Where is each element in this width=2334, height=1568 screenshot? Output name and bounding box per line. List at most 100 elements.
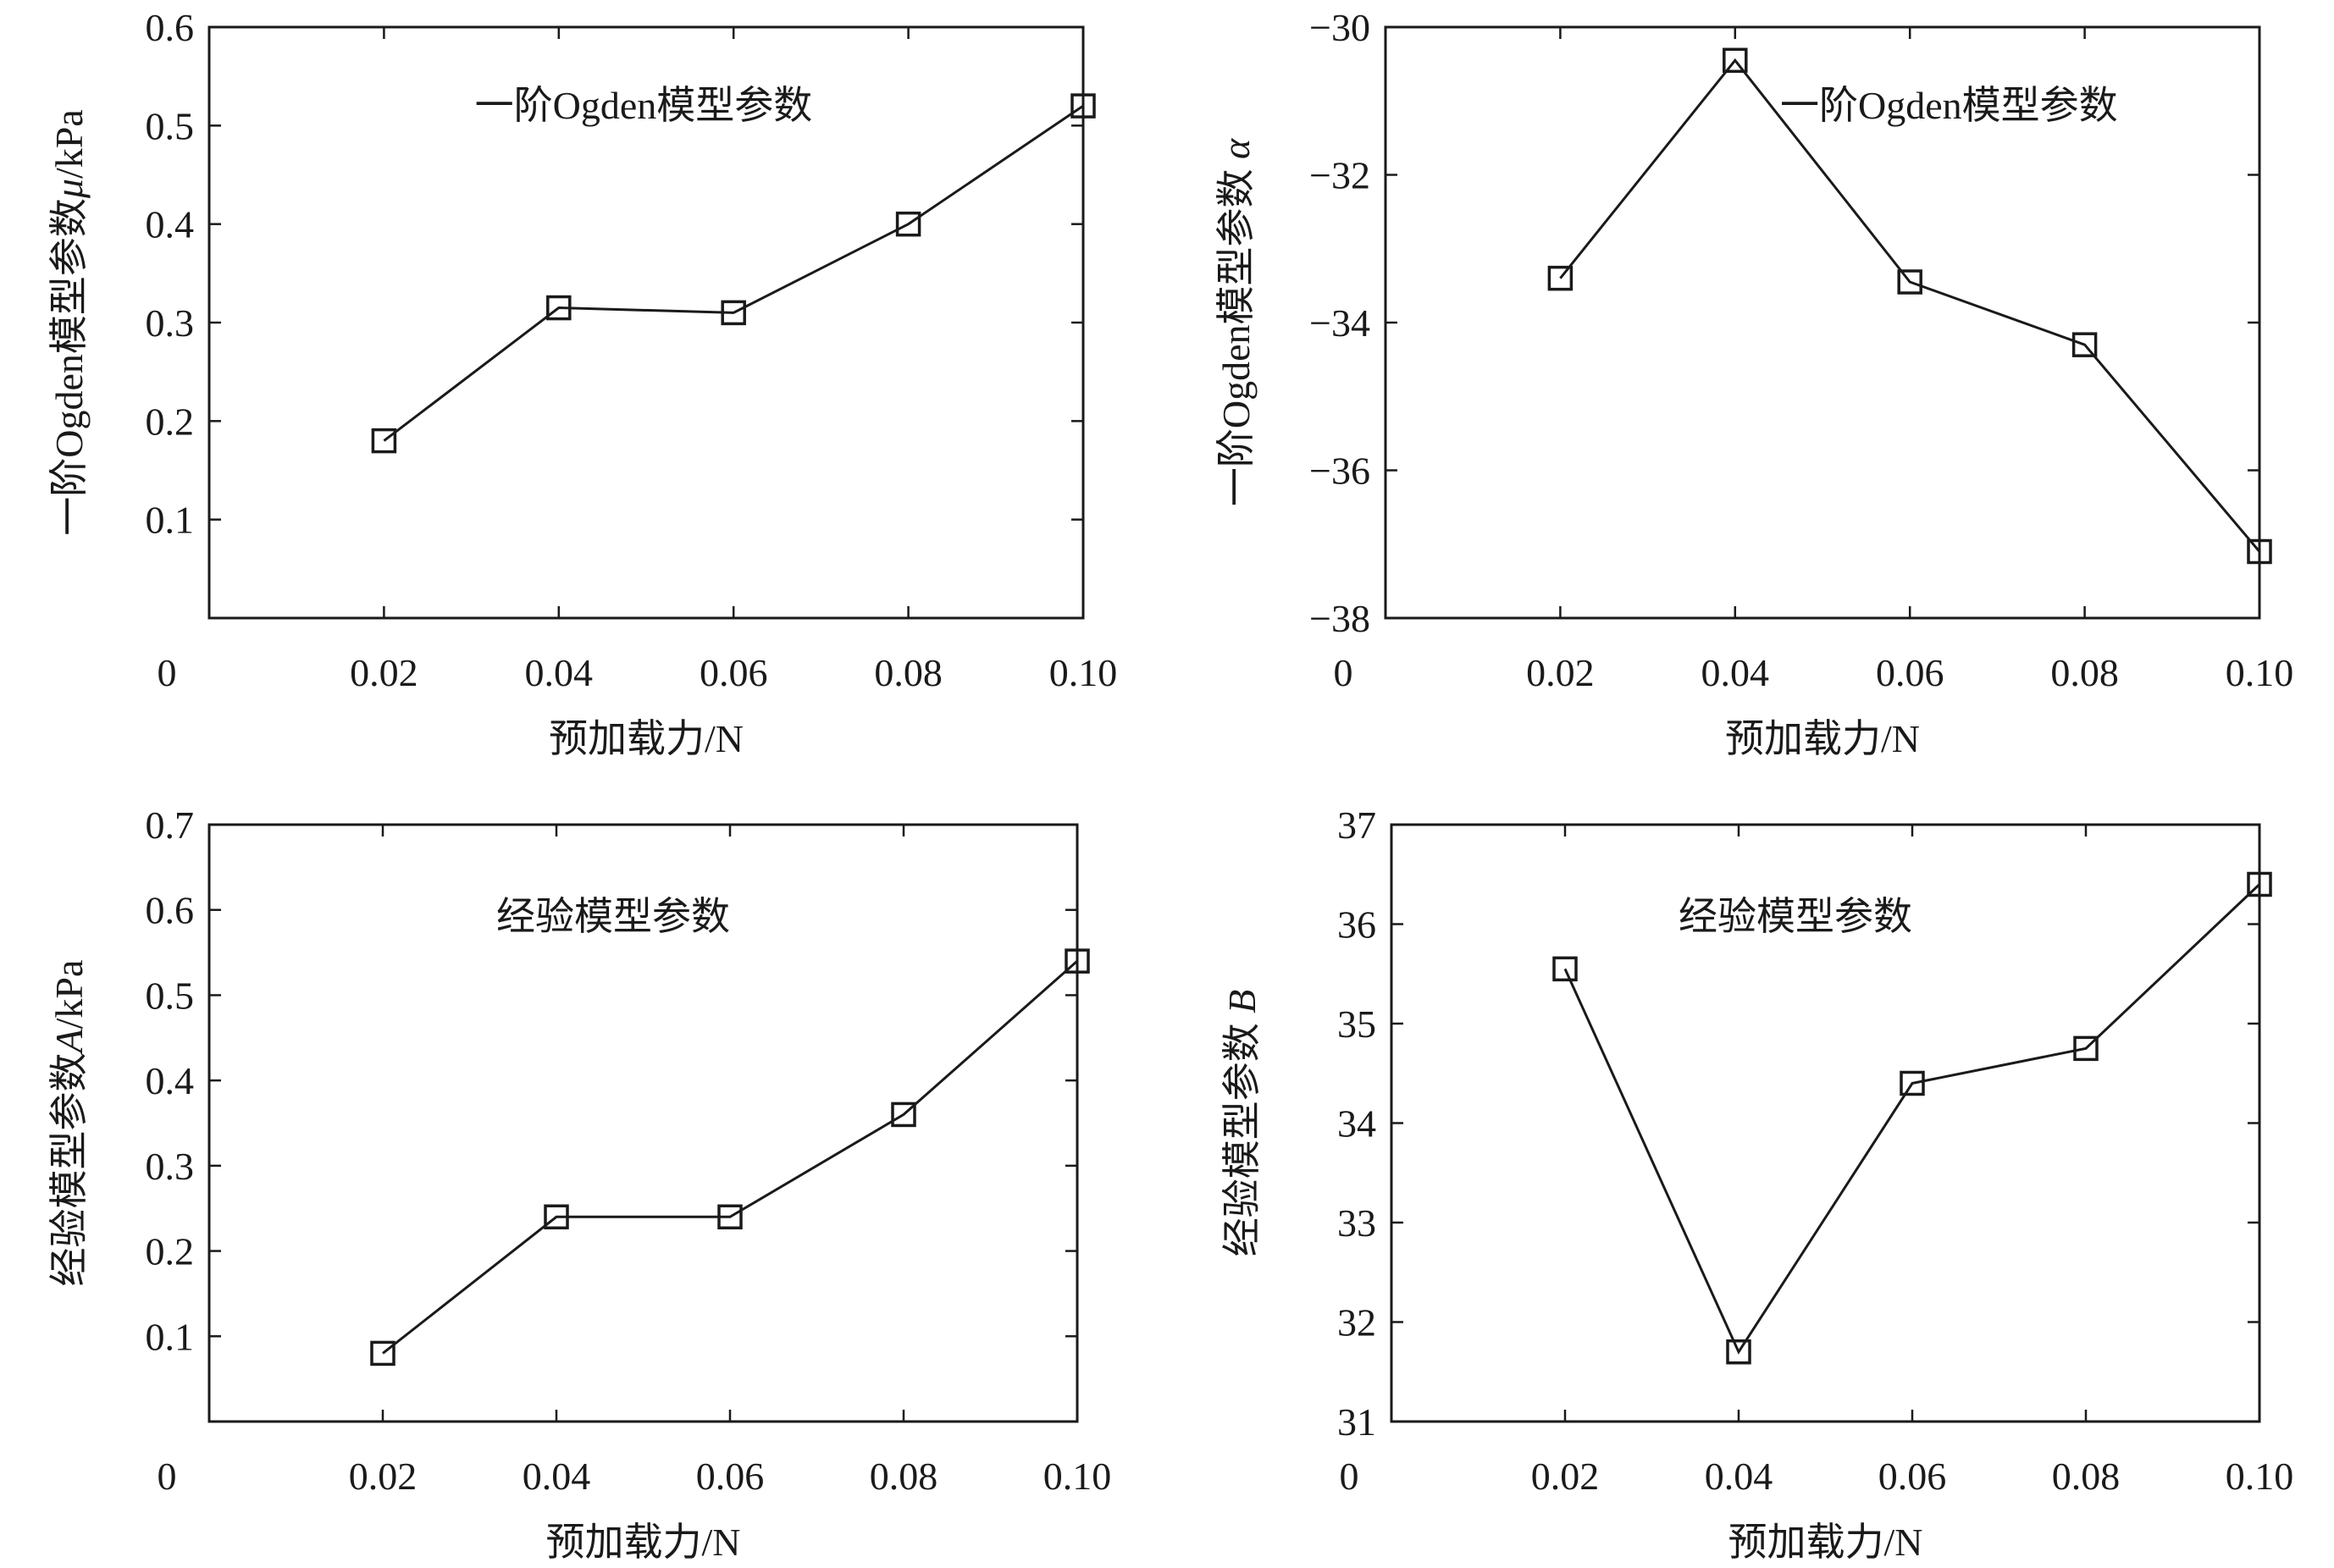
x-tick-label: 0.02	[1526, 651, 1595, 694]
y-tick-label: 32	[1337, 1301, 1376, 1344]
y-axis-label: 经验模型参数A/kPa	[47, 960, 91, 1287]
x-tick-label: 0.08	[870, 1455, 938, 1498]
x-tick-label: 0.08	[2052, 1455, 2121, 1498]
data-point-marker	[1552, 956, 1578, 982]
y-axis-label-text: 经验模型参数	[47, 1052, 91, 1286]
y-axis-label-unit: /kPa	[47, 109, 91, 179]
x-tick-label: 0.08	[874, 651, 943, 694]
y-tick-label: 33	[1337, 1201, 1376, 1245]
x-axis-label: 预加载力/N	[546, 1521, 741, 1564]
series-line	[1563, 883, 2261, 1355]
x-tick-label: 0.02	[350, 651, 418, 694]
x-tick-label: 0.04	[523, 1455, 591, 1498]
chart-panel-4: 0 0.02 0.04 0.06 0.08 0.10 31 32 33 34 35 36 37 预加载力/…	[1220, 803, 2293, 1564]
x-tick-label: 0.04	[1701, 651, 1770, 694]
y-axis-label-text: 一阶Ogden模型参数	[1214, 159, 1258, 506]
x-tick-label: 0.06	[696, 1455, 765, 1498]
y-axis-label: 经验模型参数 B	[1220, 990, 1264, 1257]
y-tick-label: −36	[1309, 450, 1370, 493]
x-axis-label: 预加载力/N	[549, 717, 744, 760]
y-tick-label: 0.1	[146, 499, 195, 542]
y-tick-label: 36	[1337, 903, 1376, 947]
x-tick-label: 0.10	[2226, 651, 2294, 694]
series-line	[1559, 58, 2261, 553]
y-tick-label: 0.4	[146, 1059, 195, 1102]
y-axis-label-symbol: μ	[47, 179, 91, 199]
y-tick-label: 0.5	[146, 974, 195, 1017]
data-point-marker	[1897, 269, 1922, 295]
x-tick-label: 0.04	[1705, 1455, 1773, 1498]
data-point-marker	[717, 1204, 743, 1230]
x-tick-label: 0.06	[1876, 651, 1944, 694]
data-point-marker	[2247, 538, 2272, 565]
x-tick-label: 0	[1334, 651, 1353, 694]
y-tick-label: 31	[1337, 1400, 1376, 1444]
x-axis-label: 预加载力/N	[1725, 717, 1920, 760]
chart-annotation: 经验模型参数	[496, 895, 730, 938]
data-point-marker	[895, 211, 921, 237]
x-tick-label: 0	[1340, 1455, 1359, 1498]
plot-frame	[207, 823, 1079, 1423]
data-point-marker	[544, 1204, 569, 1230]
data-point-marker	[1547, 265, 1574, 291]
y-tick-label: 0.6	[146, 6, 195, 49]
y-tick-label: 0.1	[146, 1315, 195, 1358]
chart-annotation: 一阶Ogden模型参数	[1780, 84, 2118, 127]
data-point-marker	[1723, 47, 1748, 74]
x-tick-label: 0.10	[1043, 1455, 1112, 1498]
x-tick-label: 0	[158, 651, 177, 694]
y-tick-label: 37	[1337, 803, 1376, 847]
y-tick-label: 0.2	[146, 400, 195, 443]
y-axis-label-text: 经验模型参数	[1220, 1013, 1264, 1257]
y-tick-label: 0.2	[146, 1230, 195, 1273]
x-axis-label: 预加载力/N	[1728, 1521, 1923, 1564]
y-tick-label: −38	[1309, 597, 1370, 640]
data-point-marker	[1070, 93, 1096, 119]
chart-panel-1: 0 0.02 0.04 0.06 0.08 0.10 0.1 0.2 0.3 0.4 0.5 0.6 预…	[47, 6, 1117, 760]
y-axis-label-unit: /kPa	[47, 960, 91, 1030]
data-point-marker	[2247, 871, 2272, 897]
y-tick-label: 0.6	[146, 889, 195, 932]
y-tick-label: 0.5	[146, 104, 195, 147]
y-tick-label: −30	[1309, 6, 1370, 49]
x-tick-label: 0.02	[1531, 1455, 1600, 1498]
data-point-marker	[371, 428, 397, 454]
x-tick-label: 0.10	[1049, 651, 1118, 694]
y-axis-label-symbol: A	[47, 1028, 91, 1055]
series-line	[382, 960, 1078, 1355]
chart-panel-3: 0 0.02 0.04 0.06 0.08 0.10 0.1 0.2 0.3 0.4 0.5 0.6 0…	[47, 803, 1111, 1564]
y-tick-label: 34	[1337, 1102, 1376, 1146]
y-tick-label: 0.3	[146, 1145, 195, 1188]
data-point-marker	[2073, 1035, 2099, 1062]
y-tick-label: 0.4	[146, 203, 195, 246]
data-point-marker	[1900, 1070, 1925, 1096]
chart-panel-2: 0 0.02 0.04 0.06 0.08 0.10 −38 −36 −34 −32 −30 预加载力…	[1214, 6, 2293, 760]
y-tick-label: 0.3	[146, 301, 195, 345]
data-point-marker	[2071, 332, 2098, 357]
data-point-marker	[1726, 1339, 1751, 1365]
y-tick-label: 0.7	[146, 803, 195, 847]
chart-annotation: 一阶Ogden模型参数	[475, 84, 813, 127]
y-axis-label: 一阶Ogden模型参数μ/kPa	[47, 109, 91, 536]
series-line	[383, 104, 1084, 442]
data-point-marker	[891, 1101, 916, 1128]
chart-annotation: 经验模型参数	[1679, 895, 1912, 938]
data-point-marker	[721, 300, 746, 326]
y-axis-label-text: 一阶Ogden模型参数	[47, 198, 91, 536]
y-tick-label: −34	[1309, 301, 1370, 345]
y-axis-label-symbol: B	[1220, 990, 1264, 1013]
x-tick-label: 0.06	[1878, 1455, 1947, 1498]
y-tick-label: −32	[1309, 154, 1370, 197]
data-point-marker	[1065, 948, 1090, 974]
x-tick-label: 0	[158, 1455, 177, 1498]
x-tick-label: 0.04	[525, 651, 594, 694]
y-axis-label: 一阶Ogden模型参数 α	[1214, 138, 1258, 506]
y-axis-label-symbol: α	[1214, 138, 1258, 159]
x-tick-label: 0.02	[349, 1455, 418, 1498]
x-tick-label: 0.06	[700, 651, 768, 694]
data-point-marker	[546, 295, 572, 321]
x-tick-label: 0.10	[2226, 1455, 2294, 1498]
y-tick-label: 35	[1337, 1002, 1376, 1046]
data-point-marker	[370, 1340, 395, 1366]
